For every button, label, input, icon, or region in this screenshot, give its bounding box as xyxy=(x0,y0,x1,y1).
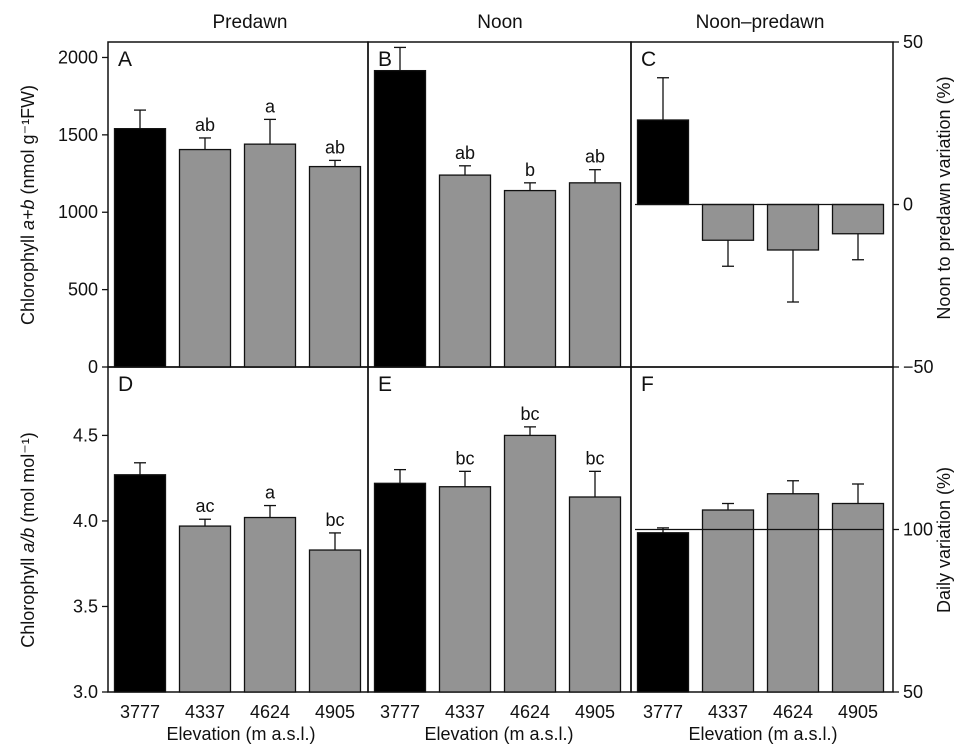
significance-letter: bc xyxy=(585,448,604,468)
x-tick-label: 4624 xyxy=(250,702,290,722)
left-bottom-ylabel-pre: Chlorophyll xyxy=(18,553,38,648)
column-title-noon: Noon xyxy=(477,12,522,33)
x-tick-label: 4624 xyxy=(773,702,813,722)
significance-letter: ab xyxy=(195,115,215,135)
bar xyxy=(438,174,492,368)
panel-e: E 3777 bc 4337 bc 4624 bc 4905 xyxy=(367,366,632,722)
x-tick-label: 4337 xyxy=(185,702,225,722)
bar xyxy=(568,182,622,368)
x-tick-label: 4905 xyxy=(575,702,615,722)
bar xyxy=(766,203,820,251)
y-tick-label: 500 xyxy=(68,280,98,300)
left-bottom-ylabel-post: (mol mol⁻¹) xyxy=(18,432,38,528)
bar xyxy=(503,434,557,693)
panels: Aab a ab Bab b ab C D 3777 ac 4337 a 4624 bc 4905 E 3777… xyxy=(107,41,894,722)
xlabel-noon: Elevation (m a.s.l.) xyxy=(424,724,573,744)
y-tick-label: 50 xyxy=(903,682,923,702)
panel-label: F xyxy=(641,373,654,396)
left-top-ylabel-pre: Chlorophyll xyxy=(18,230,38,325)
left-bottom-ylabel-italic: a/b xyxy=(18,528,38,553)
panel-label: A xyxy=(118,48,132,71)
panel-f: F 3777 4337 4624 4905 xyxy=(630,366,894,722)
bar xyxy=(636,119,690,206)
significance-letter: b xyxy=(525,160,535,180)
axes: 0 500 1000 1500 2000 −50 0 50 3.0 3.5 4.0 4.5 50 100 xyxy=(58,32,934,702)
bar xyxy=(701,203,755,241)
x-tick-label: 3777 xyxy=(643,702,683,722)
y-tick-label: 0 xyxy=(903,195,913,215)
significance-letter: a xyxy=(265,483,276,503)
panel-d: D 3777 ac 4337 a 4624 bc 4905 xyxy=(107,366,369,722)
panel-label: B xyxy=(378,48,392,71)
xlabel-predawn: Elevation (m a.s.l.) xyxy=(166,724,315,744)
bar xyxy=(831,203,885,235)
significance-letter: ab xyxy=(585,147,605,167)
panel-label: C xyxy=(641,48,656,71)
right-top-ylabel: Noon to predawn variation (%) xyxy=(934,76,954,319)
x-tick-label: 3777 xyxy=(380,702,420,722)
column-title-noon-predawn: Noon–predawn xyxy=(696,12,825,33)
bar xyxy=(766,493,820,693)
bar xyxy=(373,482,427,693)
left-top-ylabel-italic: a+b xyxy=(18,199,38,230)
x-tick-label: 3777 xyxy=(120,702,160,722)
bar xyxy=(503,189,557,368)
y-tick-label: 0 xyxy=(88,357,98,377)
bar xyxy=(113,474,167,693)
panel-a: Aab a ab xyxy=(107,41,369,368)
left-bottom-ylabel: Chlorophyll a/b (mol mol⁻¹) xyxy=(18,432,38,648)
bar xyxy=(373,69,427,368)
x-tick-label: 4624 xyxy=(510,702,550,722)
bar xyxy=(701,509,755,693)
bar xyxy=(243,516,297,693)
panel-label: E xyxy=(378,373,392,396)
y-tick-label: 2000 xyxy=(58,47,98,67)
significance-letter: ab xyxy=(325,137,345,157)
y-tick-label: 3.0 xyxy=(73,682,98,702)
x-tick-label: 4337 xyxy=(445,702,485,722)
y-tick-label: 4.5 xyxy=(73,425,98,445)
bar xyxy=(178,525,232,693)
bar xyxy=(178,148,232,368)
bar xyxy=(636,532,690,693)
y-tick-label: 1500 xyxy=(58,125,98,145)
y-tick-label: 3.5 xyxy=(73,596,98,616)
bar xyxy=(568,496,622,693)
xlabel-noon-predawn: Elevation (m a.s.l.) xyxy=(688,724,837,744)
bar xyxy=(113,128,167,368)
left-top-ylabel: Chlorophyll a+b (nmol g⁻¹FW) xyxy=(18,85,38,325)
y-tick-label: 50 xyxy=(903,32,923,52)
left-top-ylabel-post: (nmol g⁻¹FW) xyxy=(18,85,38,200)
bar xyxy=(831,502,885,693)
significance-letter: bc xyxy=(455,448,474,468)
x-tick-label: 4905 xyxy=(838,702,878,722)
significance-letter: ac xyxy=(195,496,214,516)
bar xyxy=(438,486,492,693)
x-tick-label: 4905 xyxy=(315,702,355,722)
significance-letter: a xyxy=(265,96,276,116)
significance-letter: bc xyxy=(520,404,539,424)
x-tick-label: 4337 xyxy=(708,702,748,722)
panel-label: D xyxy=(118,373,133,396)
significance-letter: bc xyxy=(325,510,344,530)
y-tick-label: 100 xyxy=(903,520,933,540)
bar xyxy=(308,165,362,368)
y-tick-label: −50 xyxy=(903,357,934,377)
panel-b: Bab b ab xyxy=(367,41,632,368)
bar xyxy=(308,549,362,693)
panel-c: C xyxy=(630,41,894,368)
y-tick-label: 4.0 xyxy=(73,511,98,531)
y-tick-label: 1000 xyxy=(58,202,98,222)
bar xyxy=(243,143,297,368)
column-title-predawn: Predawn xyxy=(213,12,288,33)
column-titles: Predawn Noon Noon–predawn xyxy=(213,12,825,33)
significance-letter: ab xyxy=(455,143,475,163)
right-bottom-ylabel: Daily variation (%) xyxy=(934,467,954,613)
